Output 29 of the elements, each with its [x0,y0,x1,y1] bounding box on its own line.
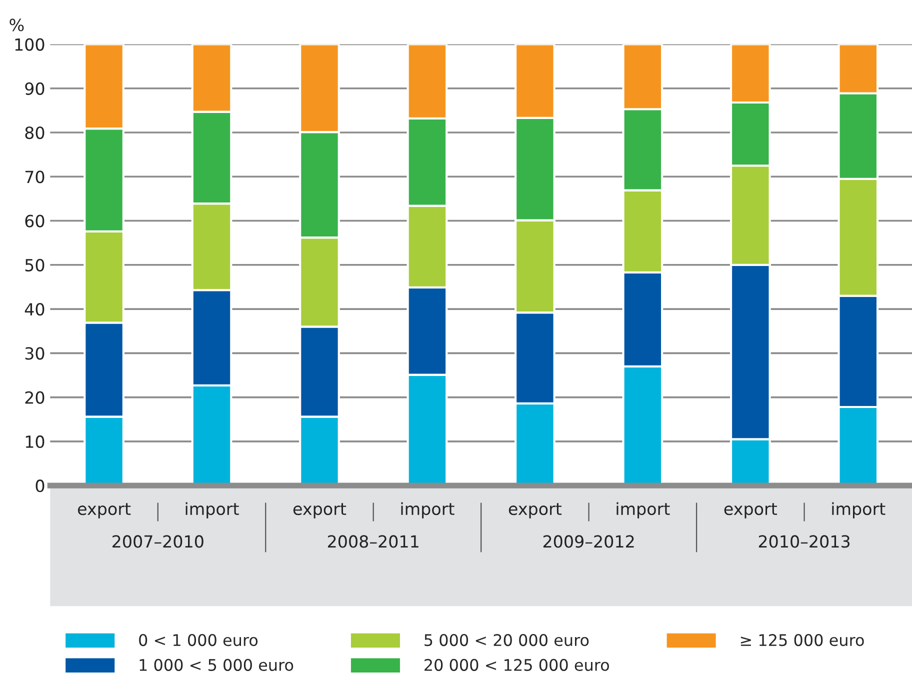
x-tick-label: import [832,502,886,518]
x-tick-label: export [293,503,346,518]
x-tick-label: export [724,503,777,518]
x-tick-label: export [78,503,131,518]
x-tick-label: import [616,502,670,518]
legend-label: 1 000 < 5 000 euro [140,658,294,671]
y-tick-label: 80 [25,126,44,140]
y-tick-label: 100 [15,38,44,51]
text: 2010–2013 [758,535,850,548]
y-tick-label: 20 [25,391,44,404]
y-tick-label: 10 [26,435,44,448]
text: 2009–2012 [543,535,634,548]
x-tick-label: import [401,502,454,518]
y-tick-label: 40 [24,303,44,316]
legend-label: ≥ 125 000 euro [740,634,864,646]
y-tick-label: 60 [25,214,44,228]
y-tick-label: 30 [25,347,44,360]
text: 2008–2011 [328,535,418,548]
x-tick-label: import [186,502,239,518]
y-axis-title: % [10,18,24,32]
legend-label: 20 000 < 125 000 euro [424,658,609,671]
y-tick-label: 0 [36,480,44,492]
y-tick-label: 70 [25,170,44,184]
x-tick-label: export [508,503,562,518]
legend-label: 5 000 < 20 000 euro [424,634,589,646]
y-tick-label: 50 [25,258,44,272]
text: 2007–2010 [112,535,204,548]
legend-label: 0 < 1 000 euro [139,634,258,646]
y-tick-label: 90 [25,82,44,95]
